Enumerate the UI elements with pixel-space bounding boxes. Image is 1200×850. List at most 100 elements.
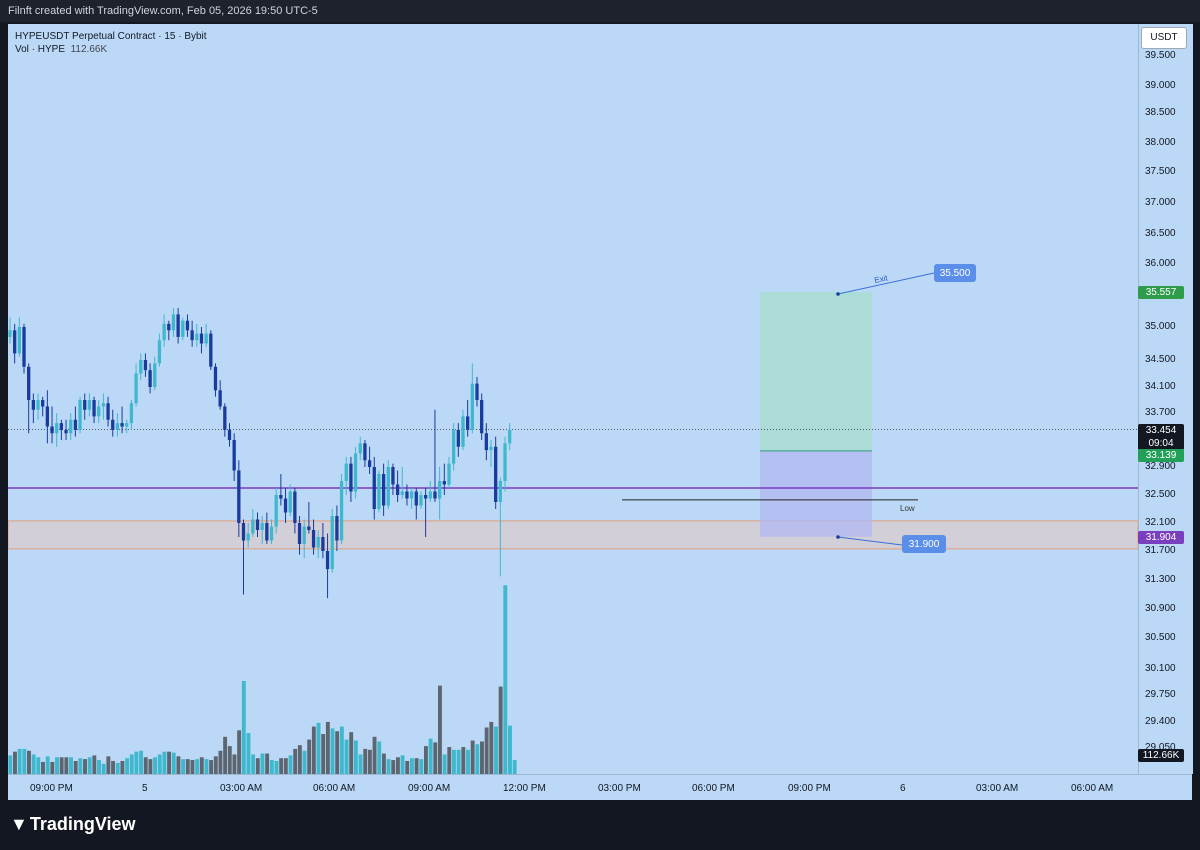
volume-bar (456, 749, 461, 774)
volume-bar (55, 757, 59, 774)
exit-anchor (836, 292, 840, 296)
volume-bar (414, 758, 419, 774)
volume-bar (69, 757, 73, 774)
stop-connector (837, 536, 903, 546)
price-tick: 39.500 (1145, 50, 1176, 61)
currency-button[interactable]: USDT (1141, 27, 1187, 49)
time-tick: 09:00 PM (30, 783, 73, 794)
candle-body (405, 491, 409, 499)
tradingview-logo[interactable]: ▼ TradingView (10, 814, 136, 835)
volume-bar (381, 753, 386, 774)
candle-body (330, 516, 334, 570)
candle-body (101, 403, 106, 407)
price-axis[interactable] (1138, 24, 1193, 774)
volume-bar (195, 759, 200, 774)
volume-bar (339, 726, 344, 774)
stop-loss-zone (760, 450, 872, 537)
candle-body (339, 481, 344, 541)
volume-bar (293, 748, 298, 774)
volume-bar (344, 739, 349, 774)
candle-body (297, 523, 302, 544)
volume-bar (279, 758, 284, 774)
candle-body (171, 314, 176, 331)
candle-body (176, 314, 180, 337)
candle-body (409, 491, 414, 499)
candle-body (64, 429, 68, 434)
candle-body (22, 327, 26, 367)
price-tick: 36.000 (1145, 258, 1176, 269)
volume-bar (27, 750, 31, 774)
price-tick: 38.500 (1145, 107, 1176, 118)
volume-bar (223, 736, 228, 774)
candle-body (139, 360, 143, 374)
time-tick: 06:00 AM (313, 783, 356, 794)
candle-body (87, 400, 92, 410)
price-label-current: 33.454 09:04 (1138, 424, 1184, 450)
volume-bar (400, 755, 405, 774)
volume-bar (246, 733, 251, 774)
volume-bar (433, 742, 438, 774)
candle-body (447, 463, 451, 485)
price-tick: 35.000 (1145, 321, 1176, 332)
volume-bar (274, 760, 279, 774)
candle-body (111, 419, 115, 430)
candle-body (223, 406, 227, 430)
candle-body (50, 426, 54, 434)
volume-bar (321, 734, 326, 774)
volume-bar (470, 740, 475, 774)
take-profit-zone (760, 291, 872, 451)
candle-body (143, 360, 148, 371)
price-tick: 29.050 (1145, 742, 1176, 753)
volume-bar (437, 685, 442, 774)
price-chart[interactable]: Low Exit 35.500 31.900 (8, 24, 1138, 774)
candle-body (129, 403, 134, 424)
volume-bar (405, 760, 410, 774)
candle-body (503, 443, 507, 481)
candle-body (83, 400, 87, 410)
candle-body (148, 370, 152, 387)
volume-bar (283, 758, 288, 774)
volume-bar (64, 757, 69, 774)
volume-bar (395, 757, 400, 774)
volume-bar (442, 754, 447, 774)
volume-bar (484, 727, 489, 774)
candle-body (353, 453, 358, 492)
symbol-title[interactable]: HYPEUSDT Perpetual Contract · 15 · Bybit (15, 31, 207, 42)
candle-body (311, 530, 316, 548)
candle-body (185, 320, 190, 331)
volume-bar (171, 752, 176, 774)
volume-bar (241, 681, 246, 774)
candle-body (480, 400, 484, 434)
candle-body (428, 491, 432, 499)
volume-bar (251, 754, 256, 774)
volume-bar (428, 738, 433, 774)
chart-pane[interactable]: Low Exit 35.500 31.900 (8, 24, 1138, 774)
candle-body (17, 327, 21, 354)
volume-bar (13, 751, 17, 774)
candle-body (8, 330, 12, 337)
volume-bar (176, 756, 181, 774)
candle-body (31, 400, 35, 410)
price-tick: 38.000 (1145, 137, 1176, 148)
candle-body (423, 495, 428, 499)
candle-body (218, 390, 222, 407)
volume-bar (377, 741, 382, 774)
candle-body (302, 526, 306, 544)
candle-body (391, 467, 395, 485)
candle-body (255, 519, 260, 530)
candle-body (73, 419, 78, 430)
candle-body (498, 481, 502, 502)
price-label-stop: 31.904 (1138, 531, 1184, 544)
volume-bar (269, 760, 274, 774)
time-axis[interactable] (8, 774, 1192, 801)
time-tick: 06:00 AM (1071, 783, 1114, 794)
volume-bar (129, 754, 134, 774)
candle-body (456, 429, 460, 447)
candle-body (195, 333, 199, 341)
price-tick: 30.900 (1145, 603, 1176, 614)
time-tick: 5 (142, 783, 148, 794)
price-tick: 32.500 (1145, 489, 1176, 500)
header-text: Filnft created with TradingView.com, Feb… (8, 5, 318, 17)
volume-bar (508, 725, 512, 774)
volume-bar (199, 757, 204, 774)
